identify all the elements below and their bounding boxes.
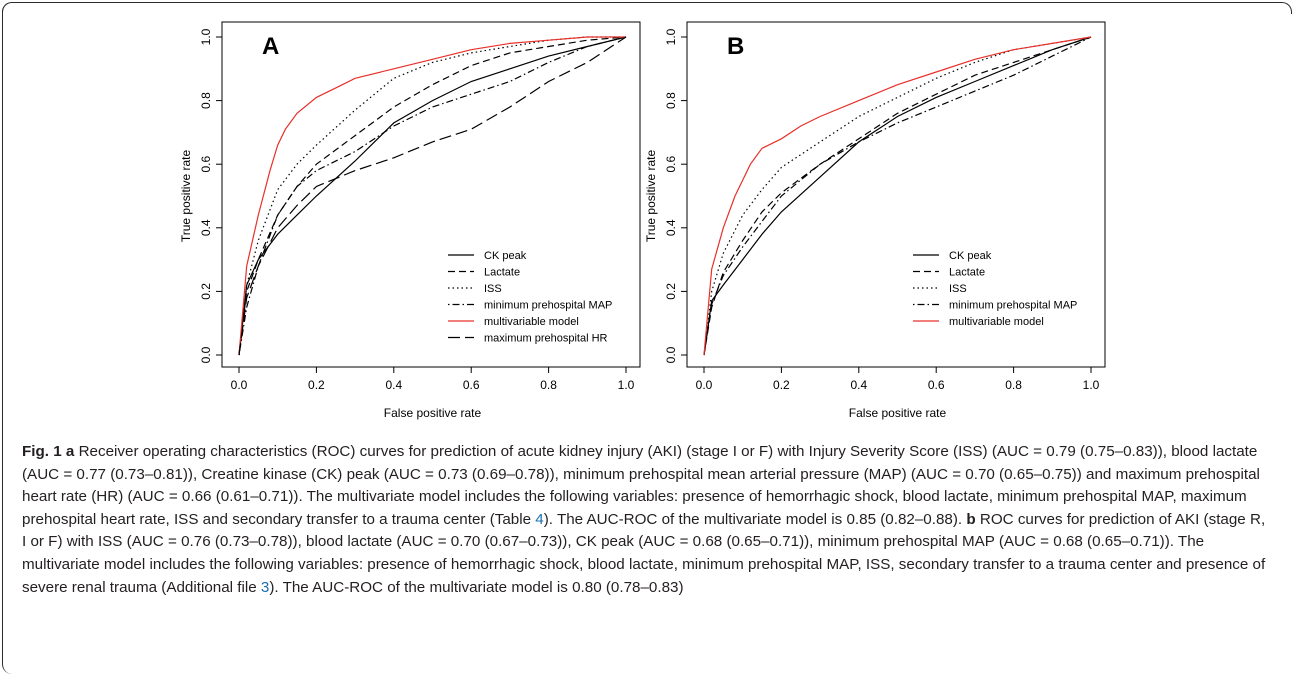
y-axis-label: True positive rate (645, 150, 658, 243)
legend-label: Lactate (484, 267, 520, 279)
panel-letter: B (727, 33, 744, 60)
x-tick-label: 1.0 (618, 378, 635, 392)
roc-panel-b: 0.0 0.2 0.4 0.6 0.8 1.0 0.0 0.2 0.4 0.6 0.8 1.0 Fals… (645, 21, 1106, 420)
x-tick-label: 0.2 (773, 378, 790, 392)
x-tick-label: 1.0 (1083, 378, 1100, 392)
y-tick-label: 0.6 (664, 156, 678, 173)
y-tick-label: 0.6 (199, 156, 213, 173)
roc-curve-ck-peak (703, 36, 1092, 356)
caption-a-text: Receiver operating characteristics (ROC)… (22, 443, 1260, 528)
roc-curve-multivariable-model (703, 36, 1092, 356)
roc-curve-minimum-prehospital-map (238, 36, 627, 356)
legend-label: maximum prehospital HR (484, 333, 608, 345)
legend-label: minimum prehospital MAP (484, 300, 612, 312)
y-tick-label: 1.0 (664, 28, 678, 45)
roc-curve-lactate (703, 36, 1092, 356)
caption-table-link[interactable]: 4 (535, 510, 544, 528)
y-tick-label: 0.8 (664, 92, 678, 109)
x-axis-label: False positive rate (384, 406, 482, 420)
x-tick-label: 0.8 (540, 378, 557, 392)
x-tick-label: 0.4 (850, 378, 867, 392)
x-tick-label: 0.4 (385, 378, 402, 392)
roc-curve-ck-peak (238, 36, 627, 356)
y-tick-label: 0.2 (664, 283, 678, 300)
caption-b-text-end: ). The AUC-ROC of the multivariate model… (269, 578, 684, 596)
x-axis-label: False positive rate (849, 406, 947, 420)
legend-label: CK peak (949, 250, 992, 262)
x-tick-label: 0.2 (308, 378, 325, 392)
y-tick-label: 0.0 (199, 346, 213, 363)
x-tick-label: 0.6 (463, 378, 480, 392)
y-tick-label: 0.4 (199, 219, 213, 236)
roc-curve-iss (238, 36, 626, 356)
legend-label: CK peak (484, 250, 527, 262)
x-tick-label: 0.0 (696, 378, 713, 392)
caption-file-link[interactable]: 3 (260, 578, 270, 596)
legend-label: Lactate (949, 267, 985, 279)
caption-a-text-end: ). The AUC-ROC of the multivariate model… (543, 510, 967, 528)
x-tick-label: 0.0 (231, 378, 248, 392)
legend-label: ISS (949, 283, 967, 295)
legend-label: multivariable model (484, 316, 579, 328)
caption-b-text: ROC curves for prediction of AKI (stage … (22, 510, 1266, 596)
y-axis-label: True positive rate (180, 150, 193, 243)
legend-label: ISS (484, 283, 502, 295)
legend-label: minimum prehospital MAP (949, 300, 1077, 312)
x-tick-label: 0.8 (1005, 378, 1022, 392)
x-tick-label: 0.6 (928, 378, 945, 392)
y-tick-label: 0.0 (664, 346, 678, 363)
panel-letter: A (262, 33, 279, 60)
caption-a-letter: a (65, 443, 75, 460)
y-tick-label: 0.8 (199, 92, 213, 109)
figure-caption: Fig. 1 a Receiver operating characterist… (22, 441, 1272, 599)
roc-curve-minimum-prehospital-map (703, 36, 1092, 356)
y-tick-label: 0.2 (199, 283, 213, 300)
y-tick-label: 0.4 (664, 219, 678, 236)
caption-b-letter: b (966, 510, 976, 528)
roc-panel-a: 0.0 0.2 0.4 0.6 0.8 1.0 0.0 0.2 0.4 0.6 0.8 1.0 Fals… (180, 21, 641, 420)
legend-label: multivariable model (949, 316, 1044, 328)
roc-curve-lactate (238, 36, 627, 356)
caption-fig-label: Fig. 1 (22, 443, 62, 460)
y-tick-label: 1.0 (199, 28, 213, 45)
roc-curve-multivariable-model (238, 36, 626, 356)
